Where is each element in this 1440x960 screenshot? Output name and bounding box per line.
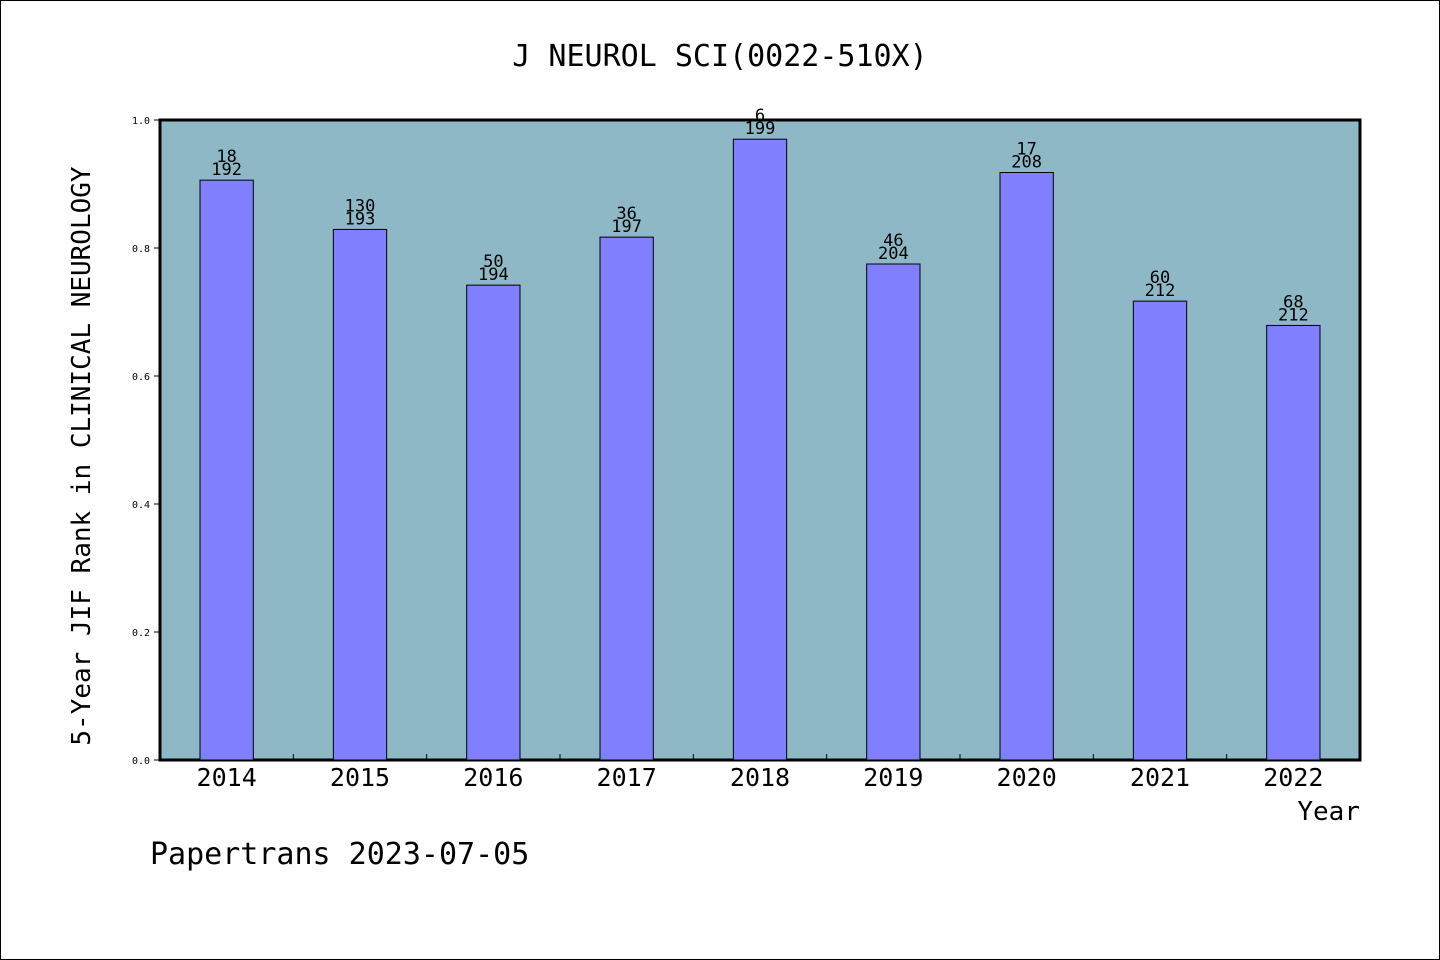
bar-rank-label: 50 (483, 252, 503, 272)
footer-credit: Papertrans 2023-07-05 (150, 837, 529, 872)
y-axis: 0.0 0.2 0.4 0.6 0.8 1.0 (132, 116, 160, 767)
bar-total-label: 208 (1011, 152, 1042, 172)
bar-total-label: 212 (1145, 281, 1176, 301)
bar-rank-label: 36 (616, 204, 636, 224)
x-axis-label: Year (1297, 797, 1360, 827)
x-tick-label: 2019 (863, 763, 923, 792)
bar-rank-label: 17 (1016, 139, 1036, 159)
bar-rank-label: 68 (1283, 292, 1303, 312)
x-tick-label: 2021 (1130, 763, 1190, 792)
bar-rank-label: 6 (755, 106, 765, 126)
bar-rank-label: 46 (883, 231, 903, 251)
bar-2014 (199, 179, 254, 761)
bar-2022 (1266, 324, 1321, 761)
bar-total-label: 199 (745, 119, 776, 139)
bar-2017 (599, 236, 654, 761)
bar-rank-label: 60 (1150, 268, 1170, 288)
bar-2018 (732, 138, 788, 761)
y-tick-label: 1.0 (132, 116, 150, 127)
bar-rank-label: 130 (345, 196, 376, 216)
y-tick-label: 0.4 (132, 500, 150, 511)
x-tick-label: 2020 (997, 763, 1057, 792)
bar-2019 (866, 263, 921, 761)
bar-2015 (332, 228, 388, 761)
bars-group: 1819213019350194361976199462041720860212… (199, 106, 1321, 761)
x-axis: 2014 2015 2016 2017 2018 2019 2020 2021 2022 (197, 754, 1323, 792)
x-tick-label: 2017 (597, 763, 657, 792)
x-tick-label: 2018 (730, 763, 790, 792)
x-tick-label: 2022 (1263, 763, 1323, 792)
bar-total-label: 192 (211, 160, 242, 180)
bar-total-label: 204 (878, 244, 909, 264)
bar-2021 (1132, 300, 1188, 761)
x-tick-label: 2016 (463, 763, 523, 792)
x-tick-label: 2015 (330, 763, 390, 792)
y-axis-label: 5-Year JIF Rank in CLINICAL NEUROLOGY (67, 166, 97, 746)
x-tick-label: 2014 (197, 763, 257, 792)
bar-total-label: 212 (1278, 305, 1309, 325)
y-tick-label: 0.8 (132, 244, 150, 255)
bar-rank-label: 18 (216, 147, 236, 167)
bar-2016 (466, 284, 521, 761)
y-tick-label: 0.2 (132, 628, 150, 639)
bar-total-label: 197 (611, 217, 642, 237)
y-tick-label: 0.0 (132, 756, 150, 767)
bar-total-label: 194 (478, 265, 509, 285)
chart-title: J NEUROL SCI(0022-510X) (512, 39, 927, 74)
bar-total-label: 193 (345, 209, 376, 229)
bar-2020 (999, 171, 1054, 761)
y-tick-label: 0.6 (132, 372, 150, 383)
